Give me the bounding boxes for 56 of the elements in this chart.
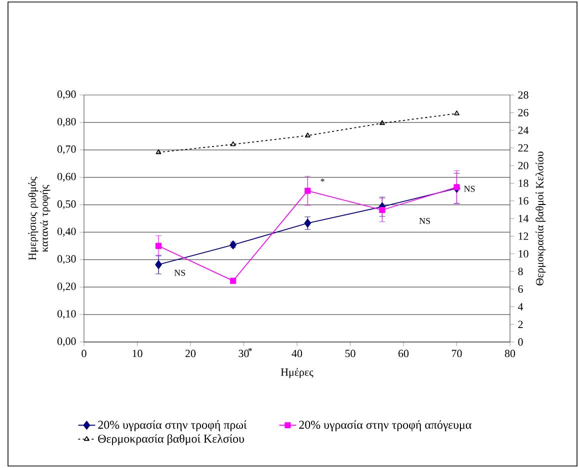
x-tick-label: 10 <box>132 350 142 358</box>
legend-label: 20% υγρασία στην τροφή πρωί <box>98 420 247 432</box>
point <box>454 184 460 190</box>
x-tick-label: 70 <box>452 350 462 358</box>
legend-label: 20% υγρασία στην τροφή απόγευμα <box>299 420 472 432</box>
y2-tick-label: 2 <box>518 320 523 328</box>
x-tick-label: 30 <box>238 350 249 358</box>
y2-tick-label: 18 <box>518 180 528 187</box>
point <box>304 218 312 228</box>
x-tick-label: 60 <box>398 350 409 358</box>
x-tick-label: 20 <box>186 350 196 358</box>
y2-tick-label: 24 <box>518 126 529 134</box>
point <box>380 120 385 125</box>
y-tick-label: 0,80 <box>57 118 76 127</box>
y2-tick-label: 4 <box>518 303 524 310</box>
y2-tick-label: 8 <box>518 268 523 276</box>
y2-tick-label: 6 <box>518 285 523 293</box>
y2-tick-label: 12 <box>518 232 528 240</box>
y2-tick-label: 16 <box>518 197 528 205</box>
point <box>304 132 310 138</box>
point <box>156 149 162 154</box>
annotation: NS <box>174 270 186 276</box>
y-tick-label: 0,60 <box>57 172 76 182</box>
legend-label: Θερμοκρασία βαθμοί Κελσίου <box>98 434 244 446</box>
y-tick-label: 0,50 <box>57 200 76 210</box>
x-tick-label: 50 <box>345 350 356 358</box>
y2-tick-label: 20 <box>518 162 528 170</box>
y-axis-title: Ημερήσιος ρυθμός κατανά τροφής <box>28 176 50 260</box>
x-tick-label: 40 <box>292 350 302 358</box>
y2-tick-label: 28 <box>518 91 528 99</box>
point <box>156 242 162 249</box>
y2-tick-label: 22 <box>518 144 528 152</box>
point <box>454 110 460 116</box>
y-tick-label: 0,20 <box>57 282 76 292</box>
point <box>379 206 386 214</box>
y2-tick-label: 14 <box>518 214 529 222</box>
y2-axis-title: Θερμοκρασία βαθμοί Κελσίου <box>536 152 546 286</box>
y2-tick-label: 0 <box>518 338 523 346</box>
y2-tick-label: 10 <box>518 250 528 258</box>
y2-tick-label: 26 <box>518 108 528 116</box>
annotation: * <box>320 178 324 182</box>
y-tick-label: 0,90 <box>57 90 76 100</box>
y-tick-label: 0,40 <box>57 228 76 237</box>
x-axis-title: Ημέρες <box>280 368 314 378</box>
point <box>155 260 162 270</box>
y-tick-label: 0,30 <box>57 255 76 264</box>
x-tick-label: 0 <box>82 350 86 358</box>
x-tick-label: 80 <box>504 350 516 358</box>
text: * <box>248 348 252 352</box>
point <box>304 188 311 194</box>
y-tick-label: 0,00 <box>57 338 76 346</box>
point <box>230 141 236 146</box>
y-tick-label: 0,10 <box>57 310 76 320</box>
annotation: NS <box>419 218 430 224</box>
y-tick-label: 0,70 <box>57 145 76 154</box>
annotation: NS <box>464 186 475 192</box>
